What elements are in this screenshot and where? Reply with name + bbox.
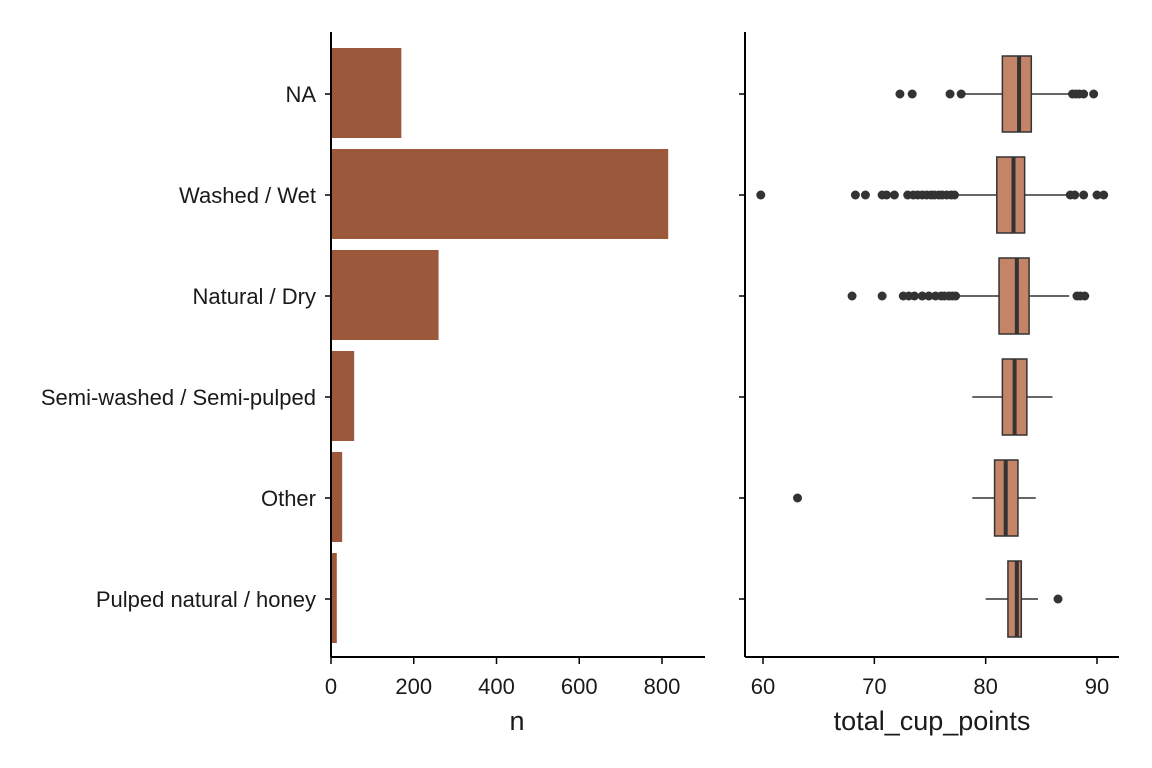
x-tick-label-400: 400 bbox=[478, 674, 515, 699]
outlier-point bbox=[850, 190, 860, 200]
boxplot-washed-wet bbox=[756, 156, 1109, 234]
box-iqr bbox=[1001, 55, 1033, 133]
boxplot-na bbox=[895, 55, 1099, 133]
x-tick-label-80: 80 bbox=[973, 674, 997, 699]
outlier-point bbox=[1070, 190, 1080, 200]
boxplot-semi-washed-semi-pulped bbox=[972, 358, 1053, 436]
outlier-point bbox=[1092, 190, 1102, 200]
outlier-point bbox=[945, 89, 955, 99]
outlier-point bbox=[956, 89, 966, 99]
boxplot-natural-dry bbox=[847, 257, 1090, 335]
outlier-point bbox=[860, 190, 870, 200]
box-iqr bbox=[998, 257, 1030, 335]
x-tick-label-60: 60 bbox=[751, 674, 775, 699]
bar-washed-wet bbox=[331, 149, 669, 239]
x-tick-label-600: 600 bbox=[561, 674, 598, 699]
outlier-point bbox=[1079, 89, 1089, 99]
x-tick-label-200: 200 bbox=[395, 674, 432, 699]
outlier-point bbox=[847, 291, 857, 301]
boxplot-pulped-natural-honey bbox=[985, 560, 1063, 638]
bar-pulped-natural-honey bbox=[331, 553, 337, 643]
right-boxplot-panel: 60 70 80 90 bbox=[739, 32, 1119, 699]
y-tick-label-pulped-natural-honey: Pulped natural / honey bbox=[96, 587, 316, 612]
outlier-point bbox=[1053, 594, 1063, 604]
outlier-point bbox=[756, 190, 766, 200]
box-iqr bbox=[1007, 560, 1023, 638]
right-x-axis-title: total_cup_points bbox=[834, 706, 1031, 736]
y-tick-label-natural-dry: Natural / Dry bbox=[193, 284, 316, 309]
y-tick-label-na: NA bbox=[285, 82, 316, 107]
box-iqr bbox=[996, 156, 1026, 234]
outlier-point bbox=[1080, 291, 1090, 301]
y-tick-label-other: Other bbox=[261, 486, 316, 511]
left-bar-panel: NA Washed / Wet Natural / Dry Semi-washed /… bbox=[41, 32, 705, 699]
outlier-point bbox=[909, 291, 919, 301]
outlier-point bbox=[877, 291, 887, 301]
outlier-point bbox=[1089, 89, 1099, 99]
x-tick-label-800: 800 bbox=[644, 674, 681, 699]
left-x-axis-title: n bbox=[509, 706, 524, 736]
outlier-point bbox=[951, 291, 961, 301]
outlier-point bbox=[895, 89, 905, 99]
y-tick-label-washed-wet: Washed / Wet bbox=[179, 183, 316, 208]
outlier-point bbox=[924, 291, 934, 301]
outlier-point bbox=[882, 190, 892, 200]
x-tick-label-70: 70 bbox=[862, 674, 886, 699]
x-tick-label-90: 90 bbox=[1085, 674, 1109, 699]
outlier-point bbox=[949, 190, 959, 200]
outlier-point bbox=[1079, 190, 1089, 200]
outlier-point bbox=[1099, 190, 1109, 200]
outlier-point bbox=[793, 493, 803, 503]
x-tick-label-0: 0 bbox=[325, 674, 337, 699]
y-tick-label-semi-washed-semi-pulped: Semi-washed / Semi-pulped bbox=[41, 385, 316, 410]
outlier-point bbox=[889, 190, 899, 200]
bar-natural-dry bbox=[331, 250, 439, 340]
outlier-point bbox=[907, 89, 917, 99]
outlier-point bbox=[917, 291, 927, 301]
bar-other bbox=[331, 452, 343, 542]
bar-na bbox=[331, 48, 402, 138]
bar-semi-washed-semi-pulped bbox=[331, 351, 355, 441]
boxplot-other bbox=[793, 459, 1036, 537]
